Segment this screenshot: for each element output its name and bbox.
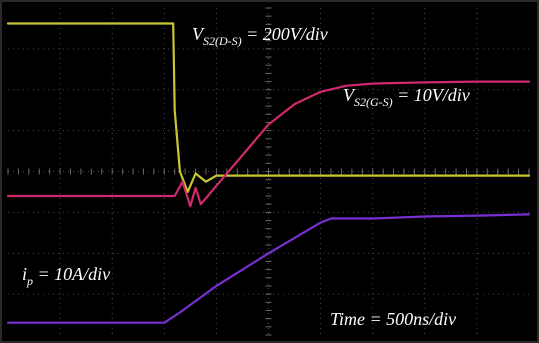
time-label-suffix: = 500ns/div	[365, 309, 456, 329]
vds-label-suffix: = 200V/div	[242, 24, 328, 44]
vds-label-base: V	[192, 24, 205, 44]
vgs-label: VS2(G-S) = 10V/div	[343, 85, 470, 109]
ip-label-suffix: = 10A/div	[33, 264, 110, 284]
ip-label-base: i	[22, 264, 27, 284]
traces	[6, 22, 531, 324]
vds-label-sub: S2(D-S)	[203, 34, 242, 48]
time-label: Time = 500ns/div	[330, 309, 456, 329]
vds-label: VS2(D-S) = 200V/div	[192, 24, 328, 48]
ip-label: ip = 10A/div	[22, 264, 110, 288]
time-label-base: Time	[330, 309, 365, 329]
vgs-label-sub: S2(G-S)	[354, 95, 393, 109]
vgs-label-base: V	[343, 85, 356, 105]
vgs-label-suffix: = 10V/div	[393, 85, 470, 105]
vgs-trace	[6, 80, 531, 208]
ip-trace	[6, 213, 531, 324]
ip-label-sub: p	[26, 274, 33, 288]
vds-trace	[6, 22, 531, 193]
